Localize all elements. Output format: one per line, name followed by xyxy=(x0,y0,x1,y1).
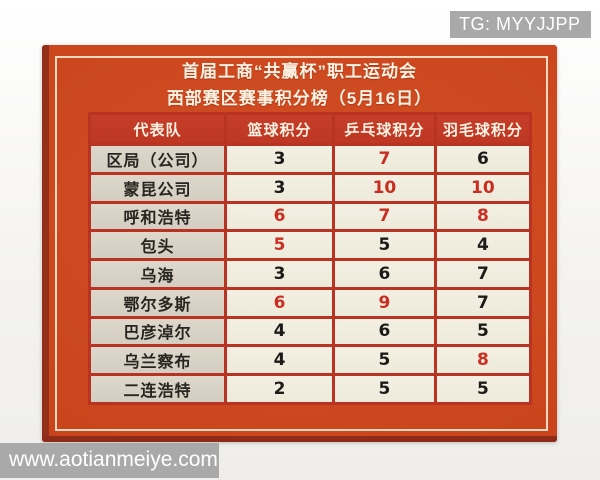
team-name: 乌兰察布 xyxy=(91,347,224,374)
score-cell: 7 xyxy=(436,261,529,287)
table-row: 鄂尔多斯 6 9 7 xyxy=(91,289,529,316)
poster: 首届工商“共赢杯”职工运动会 西部赛区赛事积分榜（5月16日） 代表队 篮球积分… xyxy=(42,45,557,442)
score-cell: 6 xyxy=(335,261,434,287)
score-cell: 2 xyxy=(226,376,333,402)
team-name: 鄂尔多斯 xyxy=(91,289,224,316)
watermark-website: www.aotianmeiye.com xyxy=(0,443,219,478)
header-team: 代表队 xyxy=(91,115,224,143)
score-cell: 8 xyxy=(436,347,529,374)
table-row: 呼和浩特 6 7 8 xyxy=(91,203,529,230)
team-name: 蒙昆公司 xyxy=(91,174,224,201)
score-cell: 6 xyxy=(226,203,333,230)
title-line-2: 西部赛区赛事积分榜（5月16日） xyxy=(166,89,433,108)
score-cell: 10 xyxy=(335,174,434,201)
score-cell: 3 xyxy=(226,146,333,172)
score-cell: 6 xyxy=(226,289,333,316)
score-cell: 3 xyxy=(226,261,333,287)
table-row: 包头 5 5 4 xyxy=(91,232,529,259)
score-cell: 4 xyxy=(226,347,333,374)
score-cell: 9 xyxy=(335,289,434,316)
score-cell: 5 xyxy=(436,376,529,402)
watermark-telegram: TG: MYYJJPP xyxy=(450,11,591,38)
team-name: 巴彦淖尔 xyxy=(91,318,224,345)
team-name: 包头 xyxy=(91,232,224,259)
title-line-1: 首届工商“共赢杯”职工运动会 xyxy=(182,62,417,81)
table-row: 二连浩特 2 5 5 xyxy=(91,376,529,402)
score-cell: 5 xyxy=(335,376,434,402)
score-cell: 4 xyxy=(226,318,333,345)
header-basketball: 篮球积分 xyxy=(226,115,333,143)
table-row: 区局（公司） 3 7 6 xyxy=(91,146,529,172)
team-name: 区局（公司） xyxy=(91,146,224,172)
score-cell: 6 xyxy=(335,318,434,345)
score-cell: 3 xyxy=(226,174,333,201)
team-name: 二连浩特 xyxy=(91,376,224,402)
table-row: 巴彦淖尔 4 6 5 xyxy=(91,318,529,345)
table-row: 乌海 3 6 7 xyxy=(91,261,529,287)
team-name: 乌海 xyxy=(91,261,224,287)
score-cell: 7 xyxy=(436,289,529,316)
score-cell: 10 xyxy=(436,174,529,201)
score-cell: 7 xyxy=(335,146,434,172)
score-table: 代表队 篮球积分 乒乓球积分 羽毛球积分 区局（公司） 3 7 6 蒙昆公司 3… xyxy=(88,112,532,405)
table-row: 乌兰察布 4 5 8 xyxy=(91,347,529,374)
header-badminton: 羽毛球积分 xyxy=(436,115,529,143)
team-name: 呼和浩特 xyxy=(91,203,224,230)
poster-bottom-edge xyxy=(42,436,557,442)
score-cell: 5 xyxy=(335,347,434,374)
score-cell: 5 xyxy=(335,232,434,259)
poster-left-edge xyxy=(42,45,49,442)
table-row: 蒙昆公司 3 10 10 xyxy=(91,174,529,201)
score-cell: 5 xyxy=(436,318,529,345)
score-cell: 6 xyxy=(436,146,529,172)
poster-title: 首届工商“共赢杯”职工运动会 西部赛区赛事积分榜（5月16日） xyxy=(42,58,557,112)
score-cell: 7 xyxy=(335,203,434,230)
score-cell: 8 xyxy=(436,203,529,230)
score-cell: 5 xyxy=(226,232,333,259)
header-table-tennis: 乒乓球积分 xyxy=(335,115,434,143)
score-cell: 4 xyxy=(436,232,529,259)
header-row: 代表队 篮球积分 乒乓球积分 羽毛球积分 xyxy=(91,115,529,143)
